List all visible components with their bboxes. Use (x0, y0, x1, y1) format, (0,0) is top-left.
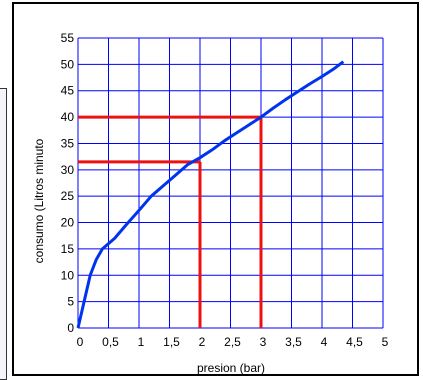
x-tick-label: 1,5 (163, 335, 180, 349)
series (76, 60, 345, 329)
y-axis-label: consumo (Litros minuto (32, 138, 46, 263)
x-tick-label: 3,5 (285, 335, 302, 349)
y-tick-label: 0 (67, 321, 74, 335)
y-tick-label: 55 (61, 31, 75, 45)
y-tick-label: 15 (61, 242, 75, 256)
x-tick-label: 0 (77, 335, 84, 349)
y-tick-label: 35 (61, 136, 75, 150)
y-tick-labels: 0 5 10 15 20 25 30 35 40 45 50 55 (61, 31, 75, 335)
y-tick-label: 25 (61, 189, 75, 203)
x-tick-label: 5 (382, 335, 389, 349)
y-tick-label: 10 (61, 268, 75, 282)
x-tick-label: 4 (321, 335, 328, 349)
x-tick-label: 2 (199, 335, 206, 349)
y-tick-label: 5 (67, 295, 74, 309)
y-tick-label: 30 (61, 163, 75, 177)
y-tick-label: 40 (61, 110, 75, 124)
series-line (76, 60, 345, 329)
y-tick-label: 20 (61, 216, 75, 230)
x-tick-label: 3 (260, 335, 267, 349)
x-tick-label: 0,5 (102, 335, 119, 349)
guide-lines (78, 115, 263, 328)
grid (77, 37, 384, 329)
y-tick-label: 45 (61, 84, 75, 98)
y-tick-label: 50 (61, 57, 75, 71)
x-tick-label: 4,5 (346, 335, 363, 349)
x-tick-labels: 0 0,5 1 1,5 2 2,5 3 3,5 4 4,5 5 (77, 335, 389, 349)
x-tick-label: 1 (138, 335, 145, 349)
x-tick-label: 2,5 (224, 335, 241, 349)
x-axis-label: presion (bar) (197, 361, 265, 375)
